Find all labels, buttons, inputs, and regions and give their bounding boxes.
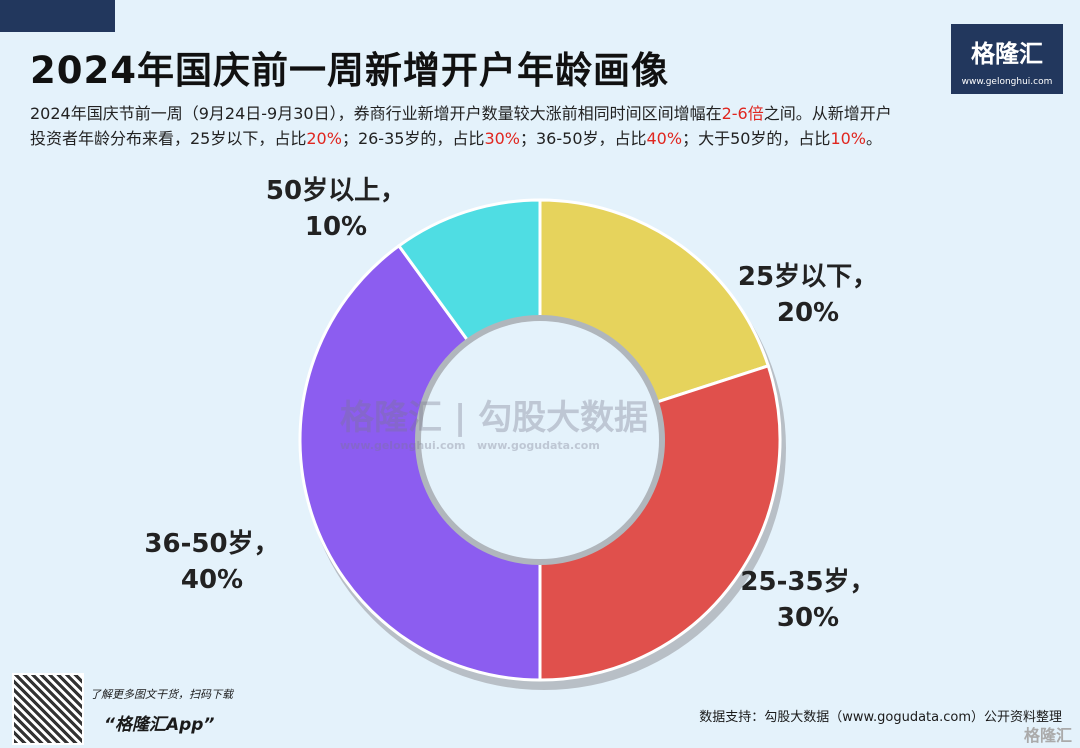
desc-text: 之间。从新增开户 xyxy=(763,104,892,123)
desc-segment: ；26-35岁的，占比 xyxy=(341,129,485,148)
qr-code xyxy=(12,673,84,745)
logo-url: www.gelonghui.com xyxy=(961,77,1053,87)
slice-category-label: 36-50岁， xyxy=(144,528,279,559)
slice-value-label: 30% xyxy=(777,603,839,633)
desc-segment: 。 xyxy=(866,129,883,148)
slice-value-label: 20% xyxy=(777,298,839,328)
desc-segment: ；36-50岁，占比 xyxy=(520,129,647,148)
inner-ring xyxy=(415,315,665,565)
slice-value-label: 40% xyxy=(181,565,243,595)
top-accent-bar xyxy=(0,0,115,32)
description: 2024年国庆节前一周（9月24日-9月30日），券商行业新增开户数量较大涨前相… xyxy=(30,101,990,151)
slice-category-label: 25-35岁， xyxy=(740,566,875,597)
desc-highlight: 2-6倍 xyxy=(721,104,764,123)
desc-segment: 40% xyxy=(646,129,683,148)
desc-segment: 10% xyxy=(830,129,866,148)
slice-value-label: 10% xyxy=(305,212,367,242)
app-name: “格隆汇App” xyxy=(104,715,215,735)
gelonghui-logo: 格隆汇 www.gelonghui.com xyxy=(951,24,1063,94)
desc-segment: 30% xyxy=(484,129,520,148)
qr-text: 了解更多图文干货，扫码下载 xyxy=(90,688,233,701)
slice-category-label: 50岁以上， xyxy=(266,175,406,206)
watermark: 格隆汇 | 勾股大数据 www.gelonghui.com www.gogudat… xyxy=(340,398,649,452)
page-title: 2024年国庆前一周新增开户年龄画像 xyxy=(30,49,669,92)
source-note: 数据支持：勾股大数据（www.gogudata.com）公开资料整理 xyxy=(699,710,1062,725)
corner-logo: 格隆汇 xyxy=(1023,726,1072,745)
desc-text: 2024年国庆节前一周（9月24日-9月30日），券商行业新增开户数量较大涨前相… xyxy=(30,104,722,123)
desc-segment: 投资者年龄分布来看，25岁以下，占比 xyxy=(30,129,307,148)
desc-segment: ；大于50岁的，占比 xyxy=(682,129,831,148)
slice-category-label: 25岁以下， xyxy=(738,261,878,292)
donut-hole xyxy=(421,321,659,559)
desc-segment: 20% xyxy=(306,129,342,148)
logo-brand: 格隆汇 xyxy=(971,40,1043,68)
